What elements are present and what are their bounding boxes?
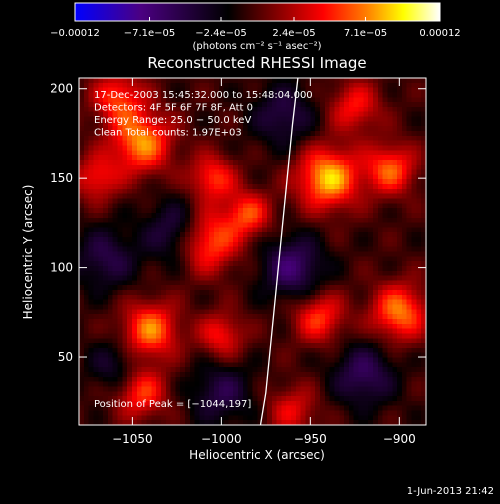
footer-timestamp: 1-Jun-2013 21:42 (407, 486, 494, 497)
annotation-line: Clean Total counts: 1.97E+03 (94, 128, 242, 139)
colorbar-gradient (74, 2, 441, 22)
y-tick-label: 50 (58, 350, 73, 364)
solar-limb-line (259, 77, 299, 426)
annotation-line: Detectors: 4F 5F 6F 7F 8F, Att 0 (94, 103, 253, 114)
y-axis-label: Heliocentric Y (arcsec) (21, 185, 35, 320)
chart-title: Reconstructed RHESSI Image (147, 54, 366, 72)
x-tick-label: −900 (383, 432, 416, 446)
x-tick-label: −950 (294, 432, 327, 446)
heatmap-image (79, 78, 426, 425)
x-axis-label: Heliocentric X (arcsec) (189, 448, 325, 462)
peak-position-label: Position of Peak = [−1044,197] (94, 399, 251, 410)
colorbar-tick-label: −0.00012 (50, 28, 100, 39)
y-tick-label: 100 (50, 261, 73, 275)
y-tick-label: 150 (50, 171, 73, 185)
y-axis-ticks: 50 100 150 200 (50, 82, 426, 364)
plot-area: −1050 −1000 −950 −900 50 100 150 200 (50, 77, 427, 446)
x-tick-label: −1050 (112, 432, 153, 446)
plot-frame (78, 77, 427, 426)
y-tick-label: 200 (50, 82, 73, 96)
colorbar-tick-label: −7.1e−05 (124, 28, 176, 39)
x-tick-label: −1000 (201, 432, 242, 446)
x-axis-ticks: −1050 −1000 −950 −900 (112, 78, 416, 446)
annotations: 17-Dec-2003 15:45:32.000 to 15:48:04.000… (94, 90, 313, 139)
colorbar-tick-label: 2.4e−05 (272, 28, 315, 39)
colorbar-ticks: −0.00012 −7.1e−05 −2.4e−05 2.4e−05 7.1e−05 0.… (50, 17, 461, 39)
colorbar-tick-label: −2.4e−05 (195, 28, 247, 39)
colorbar-tick-label: 7.1e−05 (344, 28, 387, 39)
colorbar-tick-label: 0.00012 (419, 28, 460, 39)
annotation-line: 17-Dec-2003 15:45:32.000 to 15:48:04.000 (94, 90, 313, 101)
colorbar-unit-label: (photons cm⁻² s⁻¹ asec⁻²) (192, 41, 321, 52)
annotation-line: Energy Range: 25.0 − 50.0 keV (94, 115, 251, 126)
colorbar: −0.00012 −7.1e−05 −2.4e−05 2.4e−05 7.1e−05 0.… (50, 2, 461, 52)
